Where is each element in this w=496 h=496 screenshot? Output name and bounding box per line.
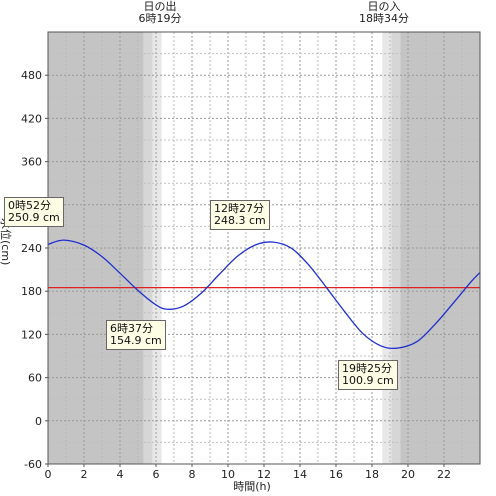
twilight-band	[391, 32, 401, 464]
x-tick-label: 20	[401, 468, 415, 481]
annotation-time: 19時25分	[342, 362, 392, 375]
y-tick-label: 60	[28, 372, 42, 385]
annotation-value: 100.9 cm	[342, 374, 394, 387]
x-tick-label: 8	[189, 468, 196, 481]
sunset-title: 日の入	[367, 0, 401, 13]
y-tick-label: 0	[35, 415, 42, 428]
x-tick-labels: 0 2 4 6 8 10 12 14 16 18 20 22	[45, 464, 451, 481]
annotation-value: 248.3 cm	[214, 214, 266, 227]
annotation-time: 12時27分	[214, 202, 264, 215]
annotation-value: 250.9 cm	[8, 211, 60, 224]
y-tick-label: 360	[21, 156, 42, 169]
x-tick-label: 4	[117, 468, 124, 481]
annotation-callout: 6時37分 154.9 cm	[106, 320, 166, 350]
annotation-time: 6時37分	[110, 322, 153, 335]
sunset-label: 日の入 18時34分	[354, 1, 414, 25]
x-tick-label: 16	[329, 468, 343, 481]
y-tick-label: -60	[24, 458, 42, 471]
sunrise-time: 6時19分	[138, 12, 182, 25]
annotation-time: 0時52分	[8, 199, 51, 212]
x-tick-label: 2	[81, 468, 88, 481]
x-tick-label: 22	[437, 468, 451, 481]
x-tick-label: 12	[257, 468, 271, 481]
annotation-callout: 19時25分 100.9 cm	[338, 360, 398, 390]
annotation-value: 154.9 cm	[110, 334, 162, 347]
y-tick-label: 420	[21, 112, 42, 125]
annotation-callout: 0時52分 250.9 cm	[4, 197, 64, 227]
x-axis-label: 時間(h)	[233, 480, 271, 493]
y-tick-labels: -60060120180240300360420480	[21, 69, 48, 471]
x-tick-label: 10	[221, 468, 235, 481]
x-tick-label: 0	[45, 468, 52, 481]
y-tick-label: 240	[21, 242, 42, 255]
x-tick-label: 14	[293, 468, 307, 481]
tide-line	[47, 239, 481, 350]
x-tick-label: 18	[365, 468, 379, 481]
sunrise-label: 日の出 6時19分	[135, 1, 185, 25]
annotation-callout: 12時27分 248.3 cm	[210, 200, 270, 230]
y-tick-label: 480	[21, 69, 42, 82]
x-tick-label: 6	[153, 468, 160, 481]
tide-series	[47, 239, 481, 350]
sunrise-title: 日の出	[143, 0, 177, 13]
twilight-band	[382, 32, 392, 464]
y-tick-label: 120	[21, 328, 42, 341]
sunset-time: 18時34分	[359, 12, 409, 25]
night-band	[48, 32, 144, 464]
y-tick-label: 180	[21, 285, 42, 298]
